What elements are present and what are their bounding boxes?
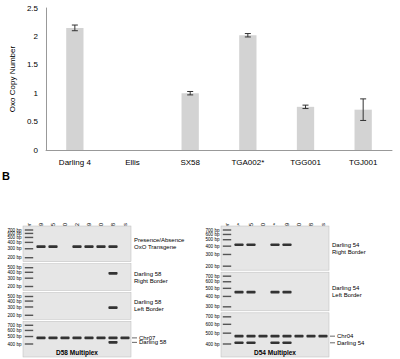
svg-text:Darling 4: Darling 4 xyxy=(59,158,92,167)
svg-text:500 bp: 500 bp xyxy=(205,331,219,336)
svg-text:B: B xyxy=(2,170,10,182)
svg-text:Darling 58: Darling 58 xyxy=(134,271,162,277)
svg-text:600 bp: 600 bp xyxy=(7,231,22,236)
svg-text:TGG001: TGG001 xyxy=(290,158,321,167)
svg-text:600 bp: 600 bp xyxy=(7,328,21,333)
svg-text:Right Border: Right Border xyxy=(332,249,366,255)
svg-text:Darling 54: Darling 54 xyxy=(332,285,360,291)
svg-text:2: 2 xyxy=(34,32,39,41)
svg-text:400 bp: 400 bp xyxy=(205,294,219,299)
svg-text:400 bp: 400 bp xyxy=(205,244,219,249)
svg-text:TGJ001: TGJ001 xyxy=(349,158,378,167)
svg-text:200 bp: 200 bp xyxy=(7,284,21,289)
svg-text:300 bp: 300 bp xyxy=(7,246,21,251)
svg-text:D58 Multiplex: D58 Multiplex xyxy=(56,349,98,357)
svg-text:600 bp: 600 bp xyxy=(205,232,219,237)
svg-text:Ellis: Ellis xyxy=(125,158,140,167)
svg-text:Oxo Copy Number: Oxo Copy Number xyxy=(8,46,17,113)
svg-text:700 bp: 700 bp xyxy=(7,322,22,328)
svg-text:SX58: SX58 xyxy=(180,158,200,167)
svg-text:Chr04: Chr04 xyxy=(337,333,354,339)
svg-text:200 bp: 200 bp xyxy=(205,264,219,269)
svg-text:700 bp: 700 bp xyxy=(205,274,219,279)
svg-text:600 bp: 600 bp xyxy=(205,322,219,327)
svg-text:D54 Multiplex: D54 Multiplex xyxy=(254,349,296,357)
svg-text:300 bp: 300 bp xyxy=(7,276,21,281)
svg-text:1.5: 1.5 xyxy=(27,60,39,69)
svg-text:TGA002*: TGA002* xyxy=(231,158,264,167)
svg-text:Darling 58: Darling 58 xyxy=(134,299,162,305)
svg-text:500 bp: 500 bp xyxy=(7,235,22,240)
svg-text:200 bp: 200 bp xyxy=(7,313,21,318)
svg-text:500 bp: 500 bp xyxy=(205,237,219,242)
svg-text:500 bp: 500 bp xyxy=(7,265,22,271)
svg-text:300 bp: 300 bp xyxy=(205,304,219,309)
svg-text:1: 1 xyxy=(34,89,39,98)
svg-text:Left Border: Left Border xyxy=(332,292,362,298)
svg-text:0: 0 xyxy=(34,146,39,155)
svg-text:400 bp: 400 bp xyxy=(205,342,219,347)
svg-text:200 bp: 200 bp xyxy=(7,255,21,260)
svg-text:400 bp: 400 bp xyxy=(7,299,21,304)
svg-text:0.5: 0.5 xyxy=(27,117,39,126)
svg-text:700 bp: 700 bp xyxy=(205,314,219,319)
svg-text:400 bp: 400 bp xyxy=(7,270,21,275)
svg-text:700 bp: 700 bp xyxy=(205,227,220,233)
svg-text:2.5: 2.5 xyxy=(27,4,39,13)
svg-text:Chr07: Chr07 xyxy=(139,334,156,341)
svg-text:600 bp: 600 bp xyxy=(205,279,219,284)
svg-text:Darling 58: Darling 58 xyxy=(139,339,167,345)
svg-text:Presence/Absence: Presence/Absence xyxy=(134,237,185,243)
svg-text:OxO Transgene: OxO Transgene xyxy=(134,244,177,250)
svg-text:500 bp: 500 bp xyxy=(7,334,21,339)
svg-text:Right Border: Right Border xyxy=(134,278,168,284)
svg-text:Darling 54: Darling 54 xyxy=(337,340,365,346)
svg-text:300 bp: 300 bp xyxy=(7,305,21,310)
svg-text:Left Border: Left Border xyxy=(134,306,164,312)
svg-text:400 bp: 400 bp xyxy=(7,240,21,245)
svg-text:500 bp: 500 bp xyxy=(205,286,219,291)
svg-text:500 bp: 500 bp xyxy=(7,294,22,300)
svg-text:Darling 54: Darling 54 xyxy=(332,242,360,248)
svg-text:400 bp: 400 bp xyxy=(7,342,21,347)
svg-text:300 bp: 300 bp xyxy=(205,252,219,257)
